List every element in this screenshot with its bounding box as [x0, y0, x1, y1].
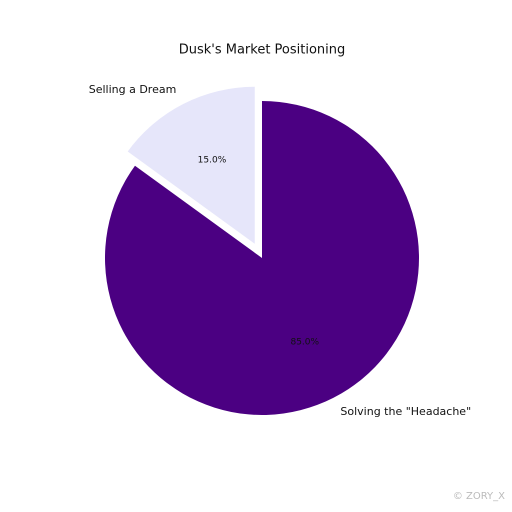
pie-slice — [127, 86, 255, 244]
value-label: 15.0% — [198, 155, 227, 165]
value-label: 85.0% — [290, 337, 319, 347]
category-label: Solving the "Headache" — [340, 405, 471, 418]
category-label: Selling a Dream — [89, 83, 177, 96]
pie-slice — [105, 100, 419, 415]
chart-title: Dusk's Market Positioning — [179, 43, 346, 58]
watermark: © ZORY_X — [453, 491, 505, 502]
